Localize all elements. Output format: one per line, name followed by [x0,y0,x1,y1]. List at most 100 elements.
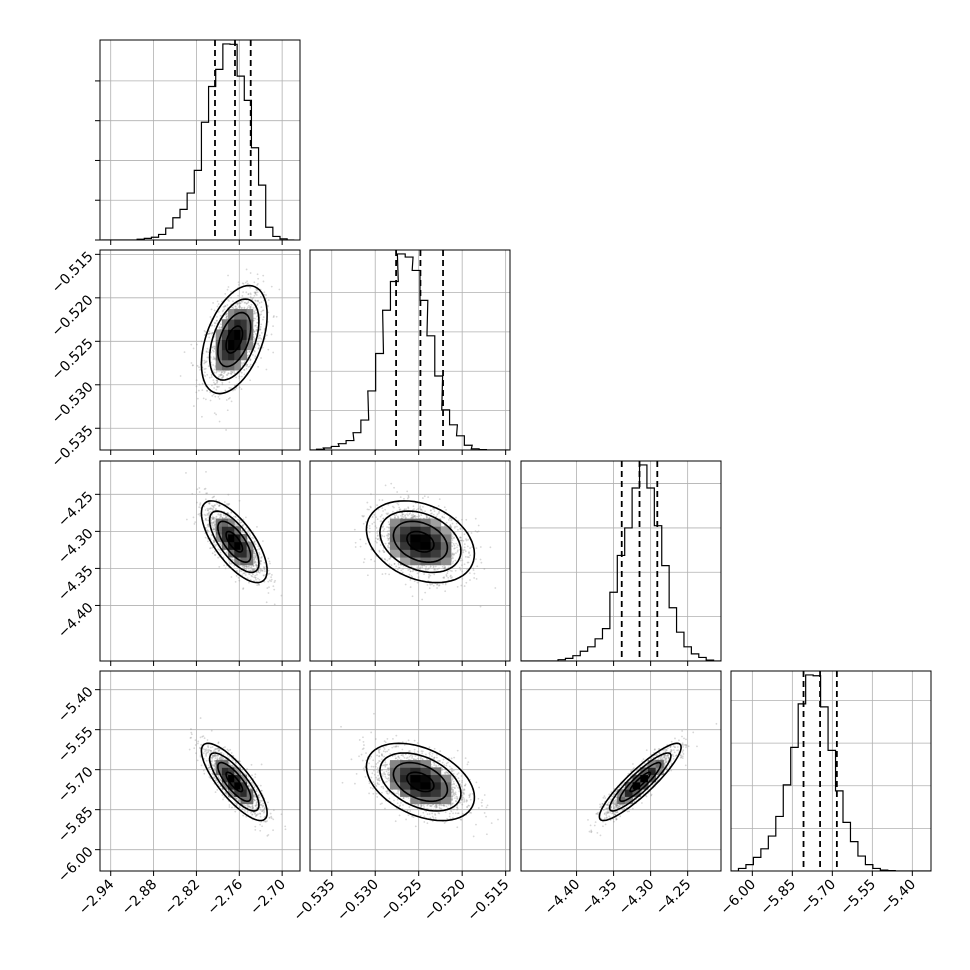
sample-point [256,561,259,564]
sample-point [216,758,219,761]
sample-point [226,512,229,514]
sample-point [221,381,224,384]
sample-point [463,563,466,566]
sample-point [201,389,204,392]
sample-point [413,515,416,517]
sample-point [249,566,252,569]
sample-point [225,316,228,319]
sample-point [426,584,429,586]
sample-point [456,525,458,528]
sample-point [437,504,440,507]
sample-point [465,539,468,542]
sample-point [237,294,240,297]
sample-point [388,523,391,526]
sample-point [211,507,214,510]
sample-point [249,307,252,309]
sample-point [230,370,232,373]
sample-point [257,569,260,572]
histogram-steps [521,464,721,661]
sample-point [473,577,476,579]
sample-point [411,570,414,573]
sample-point [218,370,220,373]
sample-point [438,567,440,570]
sample-point [366,508,369,511]
sample-point [410,516,413,519]
sample-point [381,526,384,529]
sample-point [449,574,452,577]
sample-point [411,516,414,519]
sample-point [220,374,223,376]
sample-point [261,346,264,349]
sample-point [226,503,228,505]
hist-panel-1 [309,249,511,455]
sample-point [247,301,249,304]
sample-point [406,490,409,493]
sample-point [388,563,391,566]
sample-point [239,302,242,305]
sample-point [206,529,209,531]
sample-point [254,556,257,559]
sample-point [224,292,227,295]
sample-point [211,496,214,499]
sample-point [432,584,435,587]
sample-point [462,549,465,552]
sample-point [213,540,215,543]
sample-point [261,540,264,543]
sample-point [420,514,423,517]
sample-point [273,588,276,591]
sample-point [479,605,482,608]
sample-point [206,509,209,512]
sample-point [269,562,271,565]
sample-point [393,514,396,517]
sample-point [222,556,225,559]
sample-point [431,512,433,515]
sample-point [477,530,480,533]
sample-point [254,560,257,563]
sample-point [208,376,211,379]
sample-point [230,372,233,375]
sample-point [267,569,270,572]
sample-point [411,516,414,519]
sample-point [430,512,432,515]
sample-point [413,580,416,583]
sample-point [474,517,477,520]
sample-point [253,350,256,353]
sample-point [219,374,222,377]
sample-point [404,514,406,516]
sample-point [213,528,216,531]
sample-point [384,484,387,487]
sample-point [272,316,275,318]
sample-point [408,513,411,516]
hist-panel-0 [95,39,301,245]
sample-point [268,572,271,575]
sample-point [407,514,409,517]
sample-point [223,564,225,567]
sample-point [468,552,470,555]
sample-point [451,552,454,555]
sample-point [449,516,452,519]
sample-point [210,517,213,519]
sample-point [253,330,255,333]
sample-point [436,587,438,589]
sample-point [242,572,245,575]
sample-point [429,509,432,512]
sample-point [254,325,256,327]
sample-point [256,300,259,302]
sample-point [223,501,226,503]
sample-point [233,384,236,387]
sample-point [251,297,254,300]
density-cell [440,534,452,543]
sample-point [234,305,237,308]
sample-point [272,351,275,354]
sample-point [455,516,457,519]
sample-point [476,531,479,533]
sample-point [237,576,240,579]
sample-point [256,291,259,294]
sample-point [397,516,399,519]
contour-line [379,510,462,574]
sample-point [227,372,230,375]
sample-point [407,507,410,510]
sample-point [375,541,378,544]
sample-point [212,302,214,304]
sample-point [254,312,257,315]
